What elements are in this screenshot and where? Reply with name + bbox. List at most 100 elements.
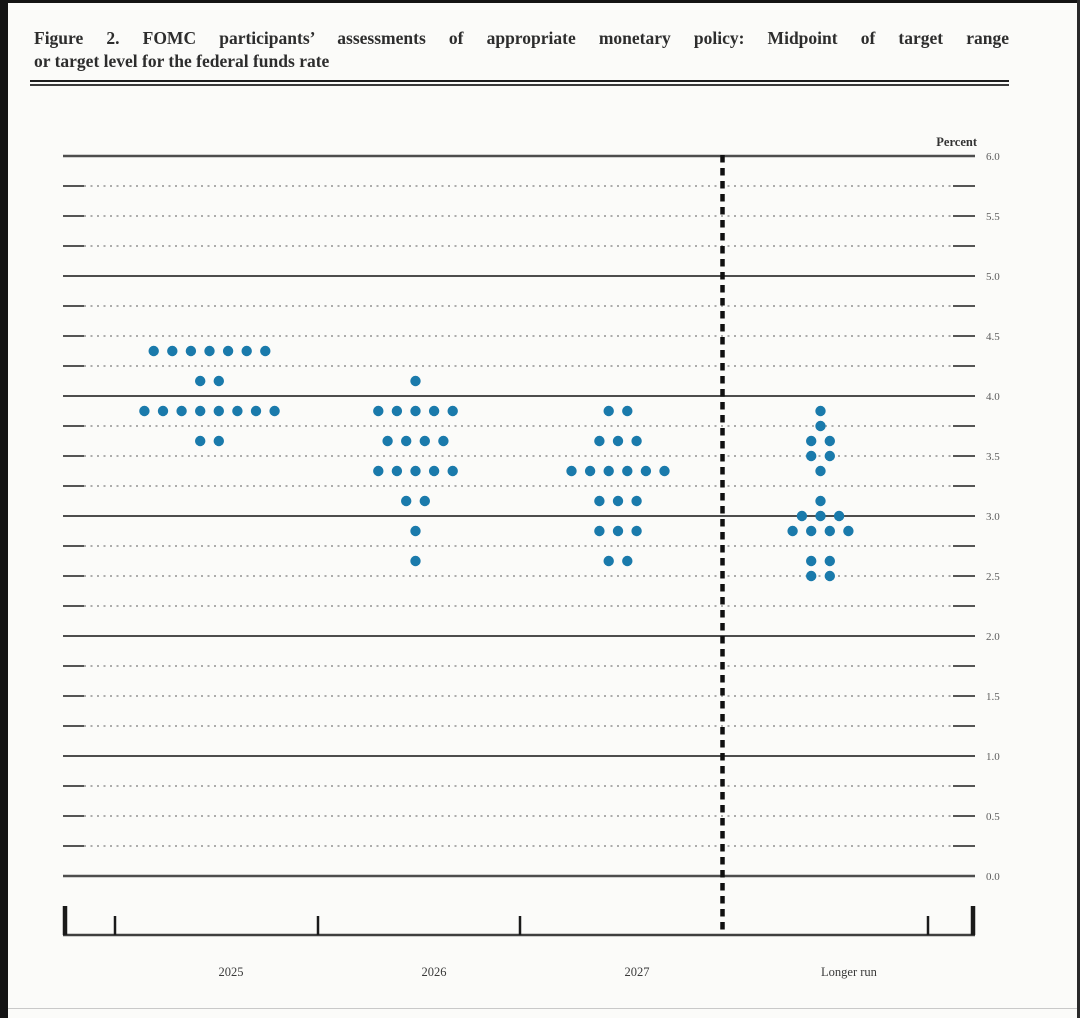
page-border-bottom	[8, 1008, 1077, 1009]
y-tick-label: 1.0	[986, 751, 1000, 763]
x-axis-label: 2027	[625, 965, 650, 979]
projection-dot	[594, 525, 605, 537]
projection-dot	[157, 405, 169, 417]
y-tick-label: 1.5	[986, 691, 1000, 703]
y-tick-label: 0.5	[986, 811, 1000, 823]
projection-dot	[410, 405, 421, 417]
projection-dot	[787, 525, 798, 537]
projection-dot	[213, 405, 224, 417]
projection-dot	[603, 465, 614, 477]
figure-title-line2: or target level for the federal funds ra…	[34, 51, 330, 71]
projection-dot	[428, 405, 440, 417]
projection-dot	[213, 375, 224, 387]
projection-dot	[241, 345, 252, 357]
projection-dot	[419, 435, 430, 447]
y-tick-label: 2.5	[986, 571, 1000, 583]
projection-dot	[631, 525, 642, 537]
projection-dot	[382, 435, 393, 447]
figure-title-line1: Figure 2. FOMC participants’ assessments…	[34, 28, 1009, 48]
projection-dot	[447, 465, 458, 477]
projection-dot	[419, 495, 430, 507]
projection-dot	[594, 435, 605, 447]
projection-dot	[195, 435, 206, 447]
projection-dot	[213, 435, 224, 447]
projection-dot	[269, 405, 280, 417]
y-tick-label: 5.0	[986, 271, 1000, 283]
projection-dot	[815, 420, 826, 432]
y-axis-title: Percent	[936, 135, 978, 149]
y-tick-label: 2.0	[986, 631, 1000, 643]
projection-dot	[167, 345, 178, 357]
projection-dot	[631, 495, 642, 507]
x-axis-label: 2025	[219, 965, 244, 979]
projection-dot	[815, 510, 826, 522]
page-border-right	[1077, 0, 1080, 1018]
projection-dot	[824, 435, 835, 447]
projection-dot	[410, 525, 421, 537]
projection-dot	[815, 465, 826, 477]
projection-dot	[410, 375, 421, 387]
projection-dot	[391, 405, 403, 417]
projection-dot	[185, 345, 197, 357]
projection-dot	[222, 345, 234, 357]
projection-dot	[806, 570, 817, 582]
projection-dot	[584, 465, 596, 477]
projection-dot	[195, 375, 206, 387]
y-tick-label: 5.5	[986, 211, 1000, 223]
projection-dot	[195, 405, 206, 417]
y-tick-label: 3.5	[986, 451, 1000, 463]
projection-dot	[833, 510, 845, 522]
projection-dot	[824, 555, 835, 567]
projection-dot	[806, 555, 817, 567]
projection-dot	[815, 495, 826, 507]
projection-dot	[806, 435, 817, 447]
y-tick-label: 4.5	[986, 331, 1000, 343]
projection-dot	[148, 345, 159, 357]
figure-title: Figure 2. FOMC participants’ assessments…	[34, 27, 1009, 73]
projection-dot	[806, 525, 817, 537]
projection-dot	[622, 405, 633, 417]
projection-dot	[612, 525, 624, 537]
title-rule	[30, 80, 1009, 86]
y-tick-label: 6.0	[986, 151, 1000, 163]
projection-dot	[260, 345, 271, 357]
projection-dot	[631, 435, 642, 447]
projection-dot	[603, 555, 614, 567]
projection-dot	[373, 405, 384, 417]
projection-dot	[401, 435, 412, 447]
projection-dot	[410, 465, 421, 477]
projection-dot	[438, 435, 449, 447]
projection-dot	[806, 450, 817, 462]
projection-dot	[659, 465, 670, 477]
projection-dot	[232, 405, 243, 417]
projection-dot	[796, 510, 808, 522]
projection-dot	[401, 495, 412, 507]
projection-dot	[447, 405, 458, 417]
page-border-top	[0, 0, 1080, 3]
projection-dot	[428, 465, 440, 477]
projection-dot	[612, 495, 624, 507]
page-border-left	[0, 0, 8, 1018]
projection-dot	[391, 465, 403, 477]
projection-dot	[612, 435, 624, 447]
projection-dot	[824, 570, 835, 582]
y-tick-label: 4.0	[986, 391, 1000, 403]
projection-dot	[176, 405, 187, 417]
projection-dot	[139, 405, 150, 417]
projection-dot	[410, 555, 421, 567]
x-axis-label: 2026	[422, 965, 447, 979]
projection-dot	[594, 495, 605, 507]
projection-dot	[843, 525, 854, 537]
projection-dot	[622, 555, 633, 567]
projection-dot	[640, 465, 652, 477]
projection-dot	[622, 465, 633, 477]
projection-dot	[603, 405, 614, 417]
projection-dot	[815, 405, 826, 417]
y-tick-label: 3.0	[986, 511, 1000, 523]
projection-dot	[566, 465, 577, 477]
y-tick-label: 0.0	[986, 871, 1000, 883]
x-axis-label: Longer run	[821, 965, 878, 979]
projection-dot	[824, 525, 835, 537]
